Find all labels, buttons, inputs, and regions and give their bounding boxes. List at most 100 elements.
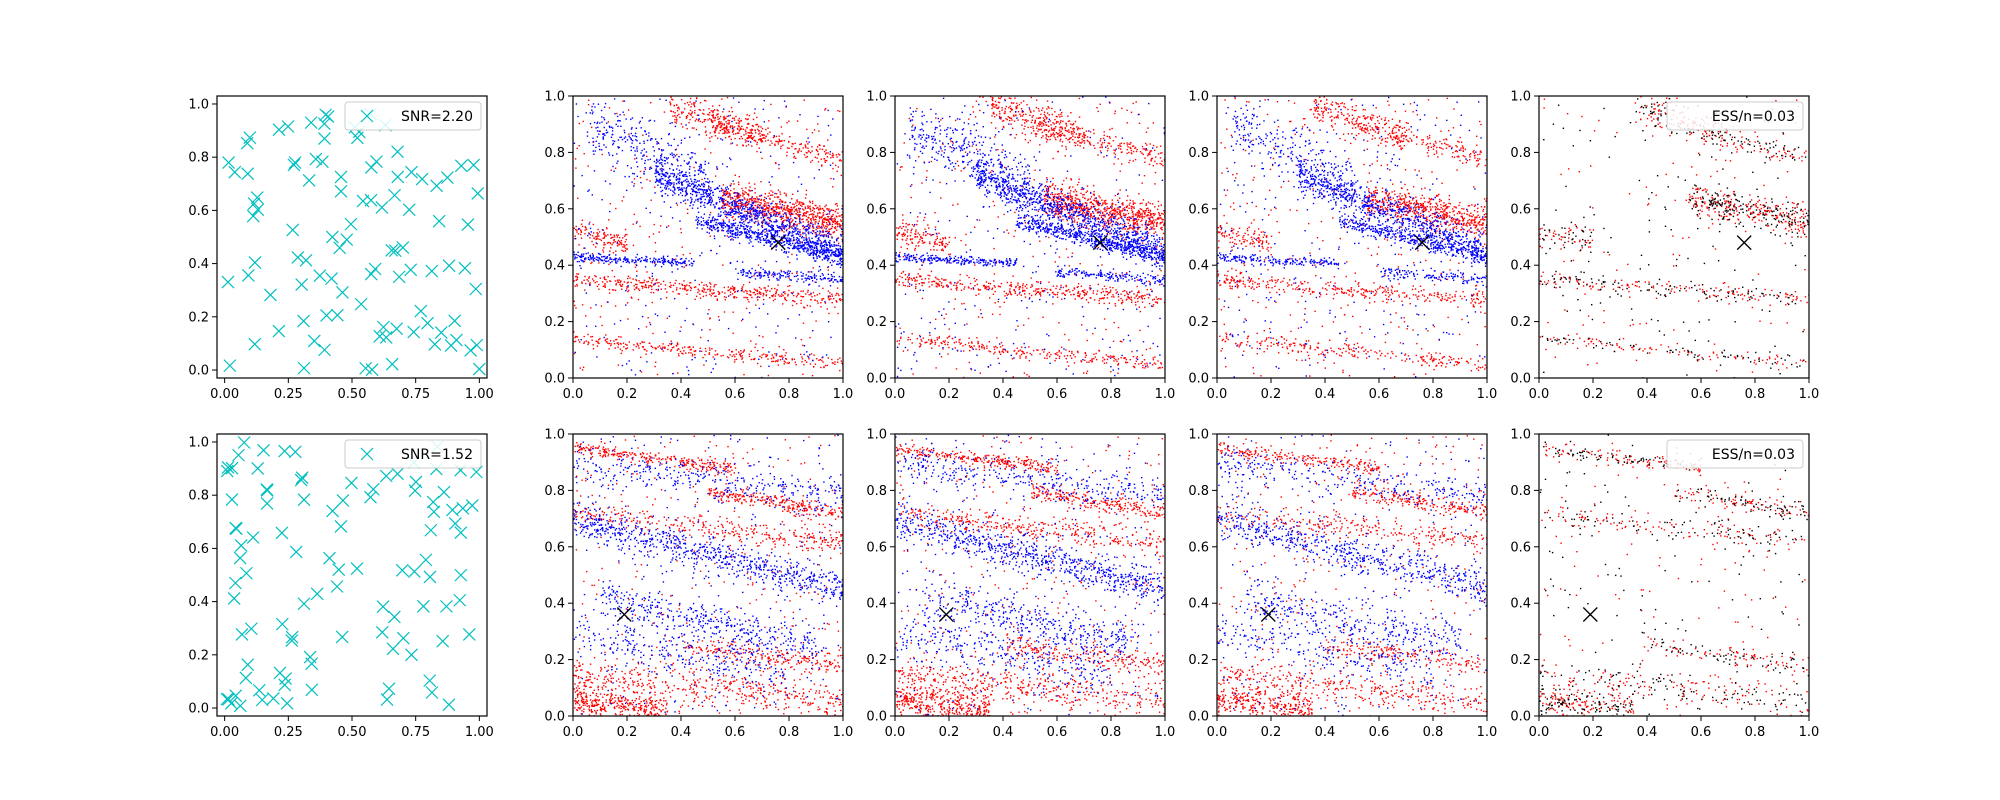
point-marker — [233, 551, 247, 565]
point-marker — [334, 520, 348, 533]
x-tick-label: 0.4 — [993, 725, 1014, 740]
legend: ESS/n=0.03 — [1666, 439, 1804, 469]
point-marker — [307, 334, 321, 348]
point-marker — [228, 576, 242, 590]
point-marker — [227, 592, 241, 605]
point-marker — [222, 692, 235, 706]
legend: SNR=2.20 — [344, 101, 482, 131]
x-tick-label: 0.6 — [1369, 387, 1390, 402]
point-marker — [229, 521, 243, 535]
point-marker — [297, 314, 310, 328]
panel-row1-col4: 0.0 0.2 0.4 0.6 0.8 1.0 0.0 0.2 0.4 0.6 0.8 1.0 — [1188, 90, 1497, 403]
point-marker — [456, 501, 470, 515]
point-marker — [430, 179, 444, 193]
axes-frame — [1538, 95, 1810, 379]
point-marker — [356, 194, 370, 208]
point-marker — [228, 165, 242, 179]
point-marker — [336, 285, 349, 299]
point-marker — [472, 362, 486, 376]
point-marker — [295, 278, 309, 292]
panel-row1-col1: 0.00 0.25 0.50 0.75 1.00 0.0 0.2 0.4 0.6 0.8 1.0 SN… — [188, 95, 494, 402]
panel-row1-col2: 0.0 0.2 0.4 0.6 0.8 1.0 0.0 0.2 0.4 0.6 0.8 1.0 — [544, 90, 853, 403]
true-value-marker — [770, 235, 786, 251]
point-marker — [390, 322, 404, 336]
y-tick-label: 0.6 — [1188, 540, 1209, 555]
point-marker — [295, 471, 309, 485]
axes-frame — [894, 95, 1166, 379]
x-tick-label: 0.0 — [563, 725, 584, 740]
legend-marker-icon — [360, 447, 374, 461]
x-tick-label: 0.8 — [1101, 387, 1122, 402]
x-tick-label: 0.8 — [1423, 725, 1444, 740]
point-marker — [260, 497, 274, 510]
point-marker — [387, 610, 401, 624]
y-tick-label: 0.4 — [866, 259, 887, 274]
point-marker — [425, 686, 439, 699]
point-marker — [330, 308, 344, 322]
x-tick-label: 0.6 — [1691, 387, 1712, 402]
x-tick-label: 0.4 — [993, 387, 1014, 402]
point-marker — [423, 674, 437, 688]
point-marker — [260, 484, 274, 497]
point-marker — [386, 642, 400, 656]
point-marker — [414, 304, 428, 318]
point-marker — [448, 314, 462, 328]
x-tick-label: 1.0 — [1799, 725, 1820, 740]
axes-frame — [1538, 433, 1810, 717]
panel-row1-col5: 0.0 0.2 0.4 0.6 0.8 1.0 0.0 0.2 0.4 0.6 0.8 1.0 ESS/… — [1510, 90, 1819, 403]
x-tick-label: 0.00 — [210, 387, 239, 402]
point-marker — [280, 696, 294, 710]
y-tick-label: 0.8 — [1510, 484, 1531, 499]
x-tick-label: 0.6 — [1691, 725, 1712, 740]
y-tick-label: 0.0 — [1188, 710, 1209, 725]
point-marker — [336, 494, 350, 507]
x-tick-label: 0.6 — [725, 387, 746, 402]
point-marker — [423, 570, 437, 584]
point-marker — [305, 657, 319, 671]
point-marker — [461, 218, 475, 231]
point-marker — [252, 683, 266, 697]
point-marker — [453, 593, 467, 607]
point-marker — [364, 267, 378, 281]
point-marker — [220, 464, 234, 478]
x-tick-label: 0.0 — [885, 725, 906, 740]
x-tick-label: 0.4 — [1637, 387, 1658, 402]
y-tick-label: 0.2 — [544, 653, 565, 668]
y-tick-label: 0.4 — [188, 257, 209, 272]
point-marker — [289, 545, 303, 559]
point-marker — [344, 217, 358, 231]
point-marker — [385, 243, 399, 257]
x-tick-label: 0.2 — [1583, 725, 1604, 740]
point-marker — [220, 692, 234, 706]
x-tick-label: 0.00 — [210, 725, 239, 740]
point-marker — [304, 116, 318, 130]
x-tick-label: 0.0 — [563, 387, 584, 402]
point-marker — [385, 357, 399, 371]
y-tick-label: 0.6 — [1510, 540, 1531, 555]
x-tick-label: 0.4 — [671, 725, 692, 740]
point-marker — [239, 566, 253, 580]
point-marker — [471, 187, 485, 200]
y-tick-label: 0.2 — [544, 315, 565, 330]
points — [1539, 96, 1809, 378]
y-tick-label: 0.0 — [866, 372, 887, 387]
y-tick-label: 1.0 — [188, 97, 209, 112]
x-tick-label: 0.2 — [1261, 725, 1282, 740]
points — [1217, 96, 1487, 378]
point-marker — [470, 338, 484, 352]
x-tick-label: 0.2 — [1261, 387, 1282, 402]
point-marker — [272, 324, 286, 338]
point-marker — [247, 197, 261, 211]
point-marker — [437, 485, 451, 499]
point-marker — [440, 599, 453, 613]
point-marker — [251, 462, 265, 475]
legend-label: SNR=2.20 — [401, 109, 473, 125]
legend: SNR=1.52 — [344, 439, 482, 469]
point-marker — [241, 658, 255, 672]
point-marker — [250, 191, 264, 205]
x-tick-label: 0.8 — [779, 387, 800, 402]
point-marker — [350, 562, 364, 576]
point-marker — [241, 167, 255, 181]
x-tick-label: 1.0 — [1155, 387, 1176, 402]
